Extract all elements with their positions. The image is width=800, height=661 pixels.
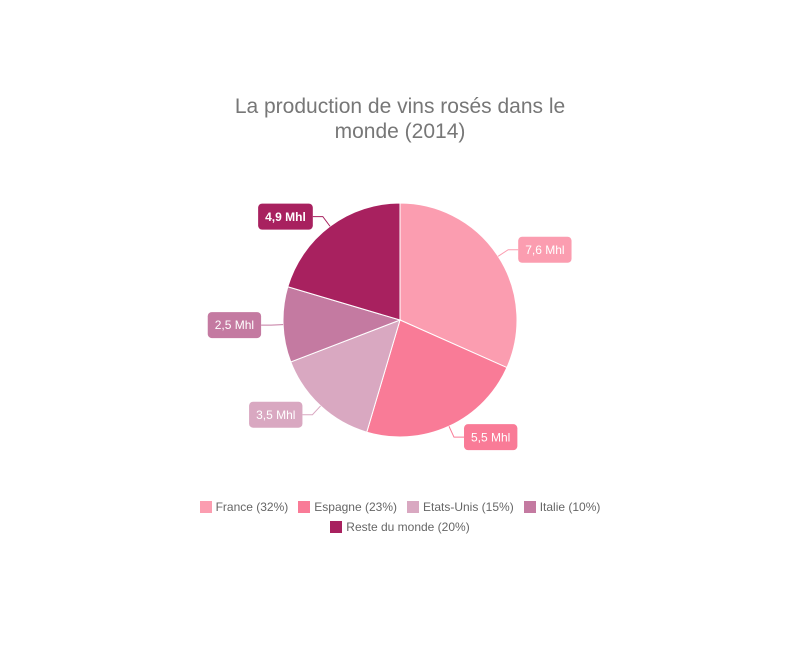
label-box	[258, 203, 313, 230]
legend-swatch	[199, 501, 212, 513]
legend-swatch	[298, 501, 311, 513]
data-label: 2,5 Mhl	[215, 318, 254, 332]
data-label: 4,9 Mhl	[265, 210, 306, 224]
legend-label: Italie (10%)	[539, 500, 601, 514]
legend-item[interactable]: Espagne (23%)	[298, 500, 397, 514]
data-label: 3,5 Mhl	[256, 408, 295, 422]
pie-slice	[287, 202, 401, 321]
legend-item[interactable]: Etats-Unis (15%)	[407, 500, 514, 514]
connector	[302, 405, 321, 416]
data-label: 7,6 Mhl	[525, 243, 564, 257]
label-box	[518, 236, 572, 263]
chart-title: La production de vins rosés dans le mond…	[234, 95, 566, 143]
legend-label: France (32%)	[215, 500, 289, 514]
pie-slice	[282, 286, 402, 363]
legend-item[interactable]: France (32%)	[199, 500, 289, 514]
legend-swatch	[330, 521, 343, 533]
legend-label: Etats-Unis (15%)	[423, 500, 514, 514]
label-box	[207, 312, 262, 339]
legend-item[interactable]: Italie (10%)	[523, 500, 601, 514]
label-box	[249, 401, 303, 428]
connector	[497, 249, 519, 257]
pie-slice	[366, 319, 508, 438]
legend-label: Reste du monde (20%)	[346, 520, 470, 534]
connector	[448, 426, 465, 438]
legend-swatch	[407, 501, 419, 513]
legend: France (32%) Espagne (23%) Etats-Unis (15%…	[190, 500, 610, 534]
legend-item[interactable]: Reste du monde (20%)	[330, 520, 470, 534]
legend-swatch	[523, 501, 536, 513]
label-box	[464, 424, 518, 451]
data-label: 5,5 Mhl	[471, 430, 510, 444]
legend-label: Espagne (23%)	[314, 500, 397, 514]
connector	[312, 216, 331, 227]
